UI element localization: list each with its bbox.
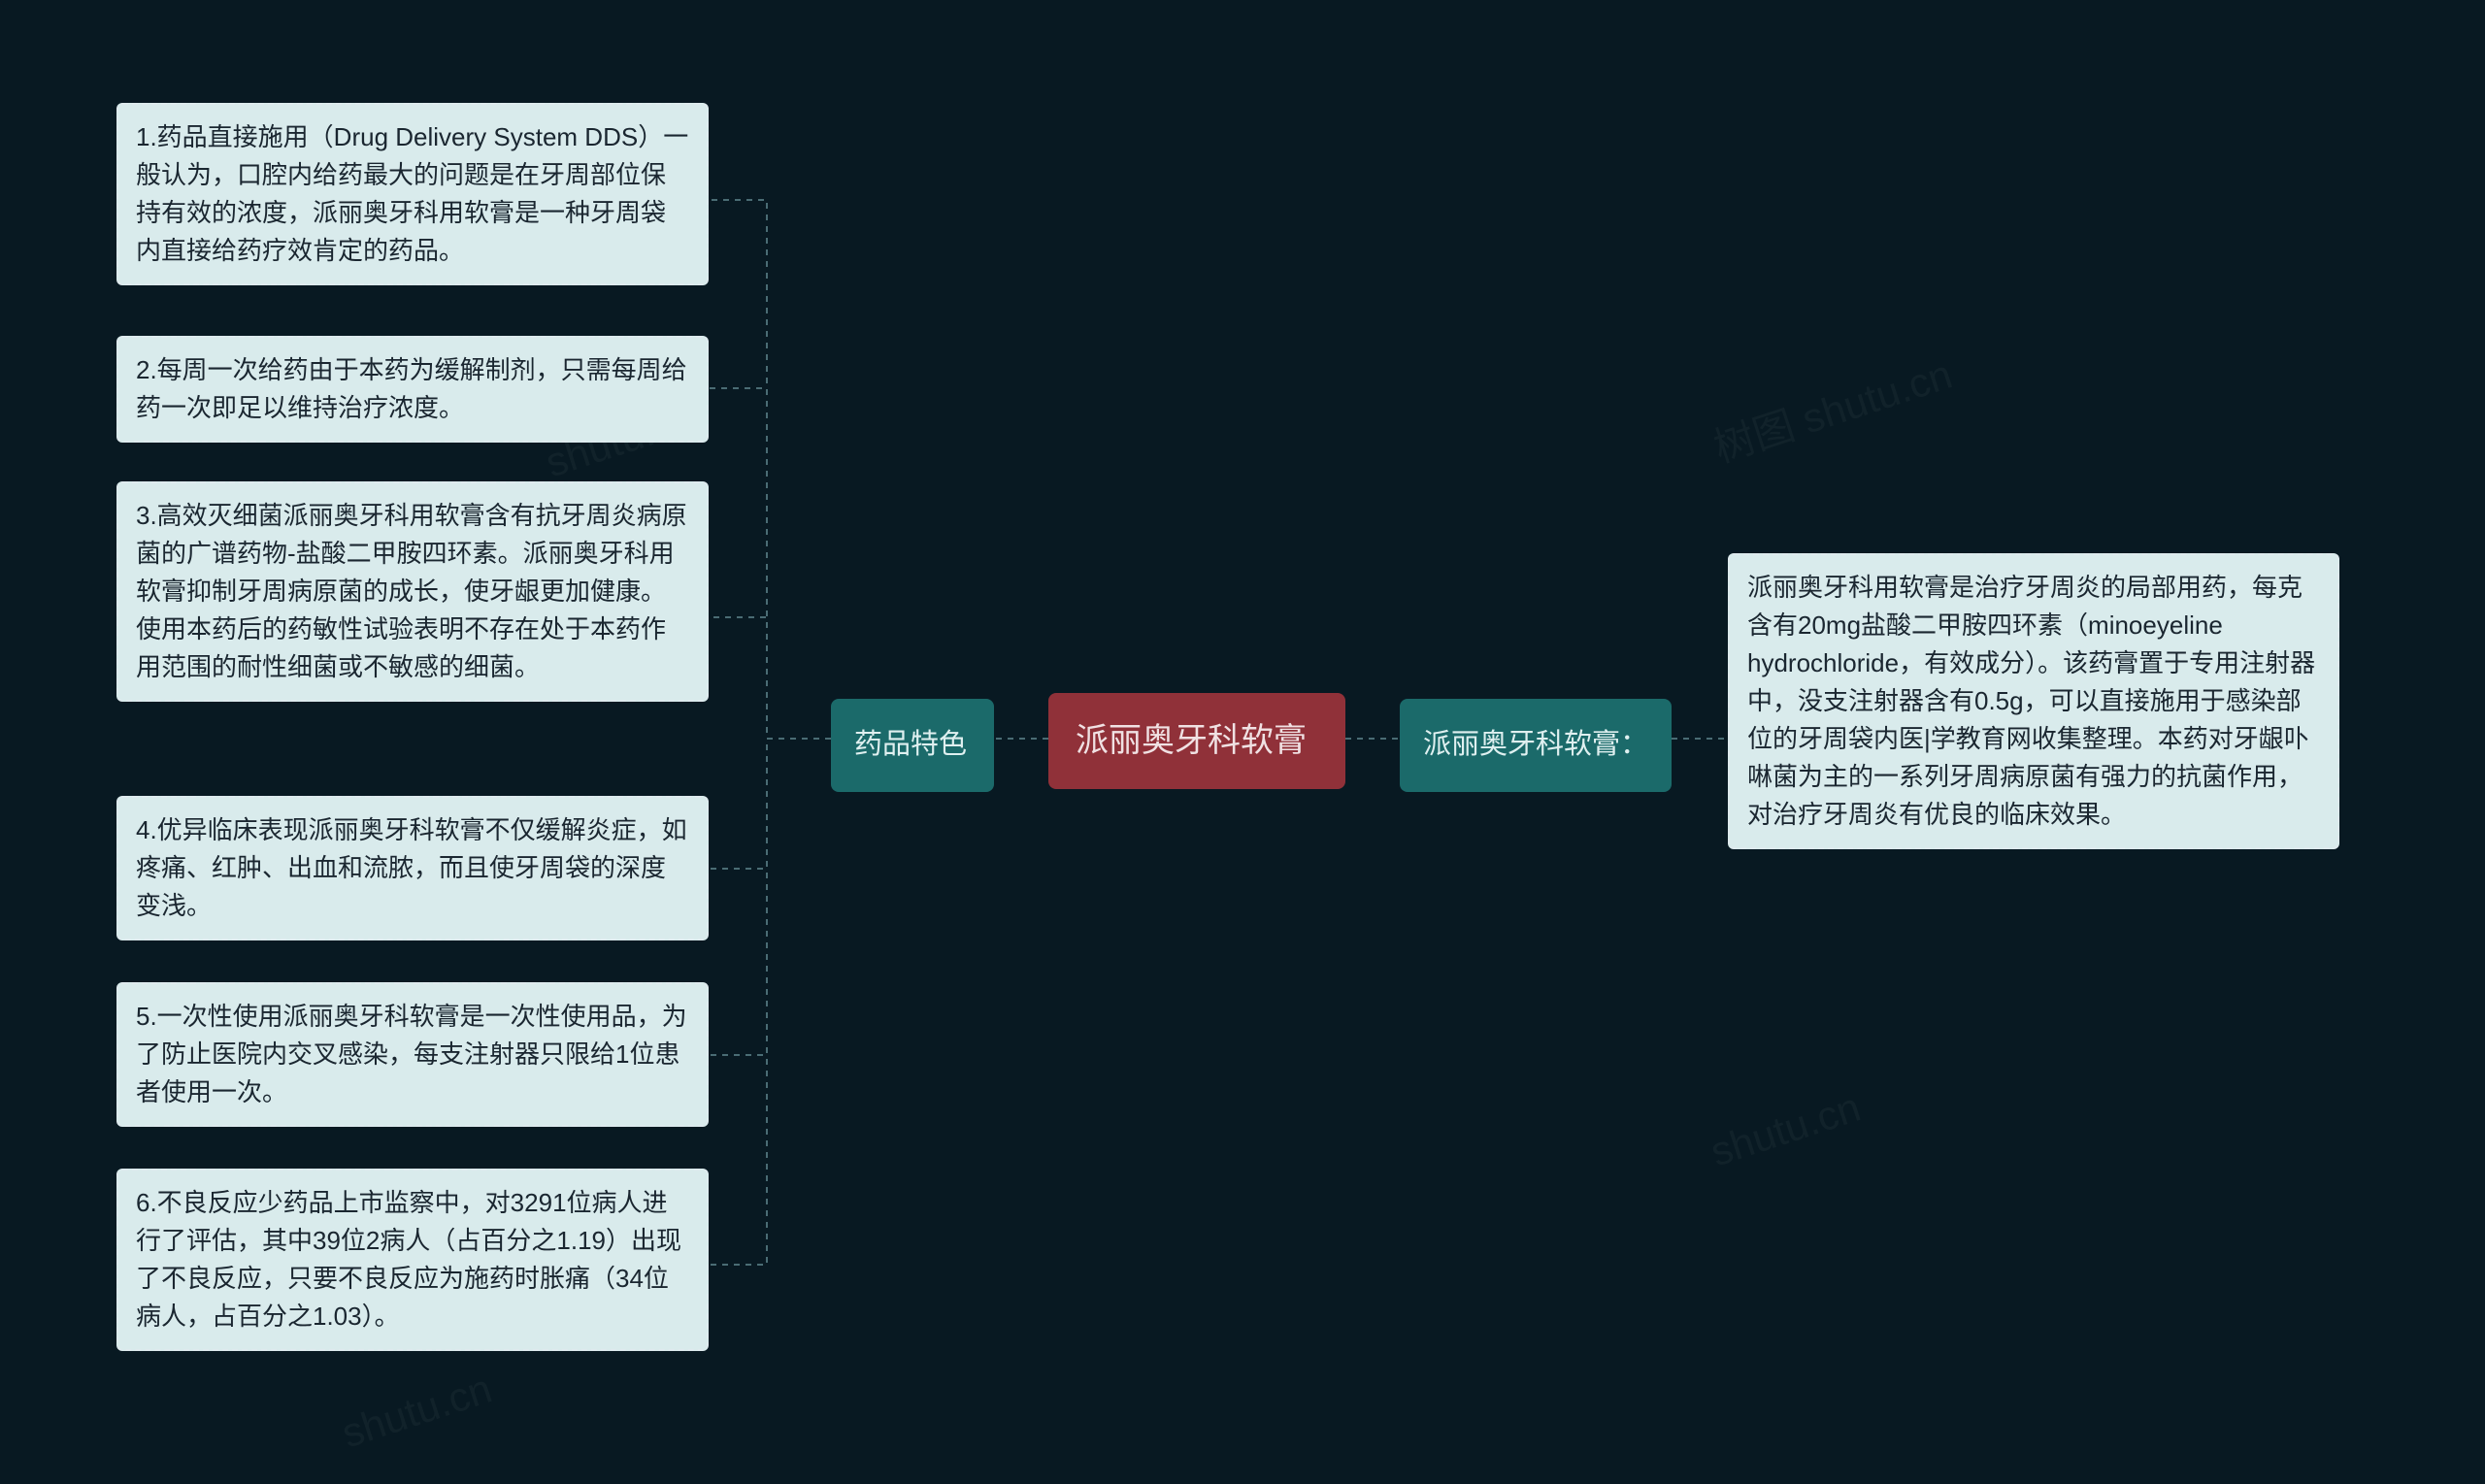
leaf-text: 派丽奥牙科用软膏是治疗牙周炎的局部用药，每克含有20mg盐酸二甲胺四环素（min… [1747, 573, 2315, 829]
root-node-label: 派丽奥牙科软膏 [1076, 722, 1307, 759]
watermark: shutu.cn [336, 1366, 497, 1458]
leaf-node-feature-6[interactable]: 6.不良反应少药品上市监察中，对3291位病人进行了评估，其中39位2病人（占百… [116, 1169, 709, 1351]
leaf-node-feature-1[interactable]: 1.药品直接施用（Drug Delivery System DDS）一般认为，口… [116, 103, 709, 285]
leaf-node-description[interactable]: 派丽奥牙科用软膏是治疗牙周炎的局部用药，每克含有20mg盐酸二甲胺四环素（min… [1728, 553, 2339, 849]
branch-node-features[interactable]: 药品特色 [831, 699, 994, 792]
leaf-text: 3.高效灭细菌派丽奥牙科用软膏含有抗牙周炎病原菌的广谱药物-盐酸二甲胺四环素。派… [136, 501, 687, 681]
leaf-node-feature-5[interactable]: 5.一次性使用派丽奥牙科软膏是一次性使用品，为了防止医院内交叉感染，每支注射器只… [116, 982, 709, 1127]
leaf-node-feature-4[interactable]: 4.优异临床表现派丽奥牙科软膏不仅缓解炎症，如疼痛、红肿、出血和流脓，而且使牙周… [116, 796, 709, 940]
leaf-node-feature-2[interactable]: 2.每周一次给药由于本药为缓解制剂，只需每周给药一次即足以维持治疗浓度。 [116, 336, 709, 443]
leaf-text: 6.不良反应少药品上市监察中，对3291位病人进行了评估，其中39位2病人（占百… [136, 1188, 681, 1331]
watermark: shutu.cn [1705, 1084, 1866, 1176]
mindmap-canvas: shutu.cn 树图 shutu.cn shutu.cn shutu.cn 派… [0, 0, 2485, 1484]
leaf-node-feature-3[interactable]: 3.高效灭细菌派丽奥牙科用软膏含有抗牙周炎病原菌的广谱药物-盐酸二甲胺四环素。派… [116, 481, 709, 702]
watermark: 树图 shutu.cn [1706, 342, 1959, 475]
leaf-text: 1.药品直接施用（Drug Delivery System DDS）一般认为，口… [136, 122, 688, 265]
branch-node-description[interactable]: 派丽奥牙科软膏： [1400, 699, 1672, 792]
leaf-text: 5.一次性使用派丽奥牙科软膏是一次性使用品，为了防止医院内交叉感染，每支注射器只… [136, 1002, 687, 1106]
branch-label: 派丽奥牙科软膏： [1423, 729, 1648, 760]
branch-label: 药品特色 [854, 729, 967, 760]
root-node[interactable]: 派丽奥牙科软膏 [1048, 693, 1345, 789]
leaf-text: 4.优异临床表现派丽奥牙科软膏不仅缓解炎症，如疼痛、红肿、出血和流脓，而且使牙周… [136, 815, 687, 920]
leaf-text: 2.每周一次给药由于本药为缓解制剂，只需每周给药一次即足以维持治疗浓度。 [136, 355, 687, 422]
